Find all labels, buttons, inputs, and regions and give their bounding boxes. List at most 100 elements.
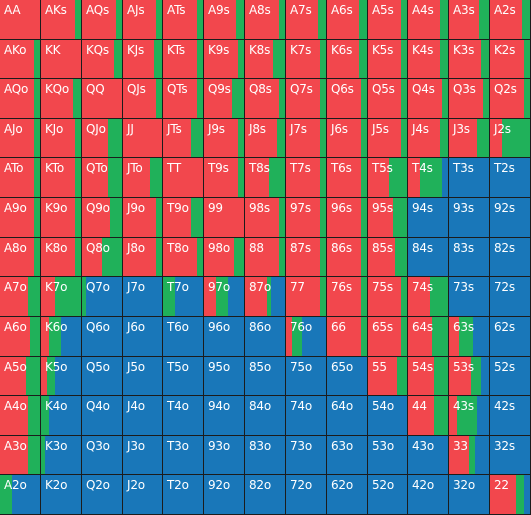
hand-cell-AKo[interactable]: AKo: [0, 40, 40, 78]
hand-cell-T3s[interactable]: T3s: [449, 158, 489, 197]
hand-cell-QQ[interactable]: QQ: [82, 79, 122, 118]
hand-cell-TT[interactable]: TT: [163, 158, 203, 197]
hand-cell-Q9s[interactable]: Q9s: [204, 79, 244, 118]
hand-cell-52o[interactable]: 52o: [368, 475, 407, 514]
hand-cell-J3s[interactable]: J3s: [449, 119, 489, 157]
hand-cell-K2o[interactable]: K2o: [41, 475, 81, 514]
hand-cell-43s[interactable]: 43s: [449, 396, 489, 435]
hand-cell-42s[interactable]: 42s: [490, 396, 530, 435]
hand-cell-65o[interactable]: 65o: [327, 357, 367, 395]
hand-cell-82o[interactable]: 82o: [245, 475, 285, 514]
hand-cell-T7o[interactable]: T7o: [163, 277, 203, 316]
hand-cell-86s[interactable]: 86s: [327, 238, 367, 276]
hand-cell-72o[interactable]: 72o: [286, 475, 326, 514]
hand-cell-KTs[interactable]: KTs: [163, 40, 203, 78]
hand-cell-AQo[interactable]: AQo: [0, 79, 40, 118]
hand-cell-A9s[interactable]: A9s: [204, 0, 244, 39]
hand-cell-84o[interactable]: 84o: [245, 396, 285, 435]
hand-cell-K4s[interactable]: K4s: [408, 40, 448, 78]
hand-cell-A7s[interactable]: A7s: [286, 0, 326, 39]
hand-cell-93s[interactable]: 93s: [449, 198, 489, 237]
hand-cell-J6o[interactable]: J6o: [123, 317, 162, 356]
hand-cell-75s[interactable]: 75s: [368, 277, 407, 316]
hand-cell-KJs[interactable]: KJs: [123, 40, 162, 78]
hand-cell-44[interactable]: 44: [408, 396, 448, 435]
hand-cell-AJo[interactable]: AJo: [0, 119, 40, 157]
hand-cell-76s[interactable]: 76s: [327, 277, 367, 316]
hand-cell-QJs[interactable]: QJs: [123, 79, 162, 118]
hand-cell-66[interactable]: 66: [327, 317, 367, 356]
hand-cell-95o[interactable]: 95o: [204, 357, 244, 395]
hand-cell-T3o[interactable]: T3o: [163, 436, 203, 474]
hand-cell-K5o[interactable]: K5o: [41, 357, 81, 395]
hand-cell-K9s[interactable]: K9s: [204, 40, 244, 78]
hand-cell-J6s[interactable]: J6s: [327, 119, 367, 157]
hand-cell-87o[interactable]: 87o: [245, 277, 285, 316]
hand-cell-AKs[interactable]: AKs: [41, 0, 81, 39]
hand-cell-83o[interactable]: 83o: [245, 436, 285, 474]
hand-cell-AJs[interactable]: AJs: [123, 0, 162, 39]
hand-cell-32s[interactable]: 32s: [490, 436, 530, 474]
hand-cell-T2o[interactable]: T2o: [163, 475, 203, 514]
hand-cell-32o[interactable]: 32o: [449, 475, 489, 514]
hand-cell-K3s[interactable]: K3s: [449, 40, 489, 78]
hand-cell-KQs[interactable]: KQs: [82, 40, 122, 78]
hand-cell-86o[interactable]: 86o: [245, 317, 285, 356]
hand-cell-J2s[interactable]: J2s: [490, 119, 530, 157]
hand-cell-K6o[interactable]: K6o: [41, 317, 81, 356]
hand-cell-KTo[interactable]: KTo: [41, 158, 81, 197]
hand-cell-Q9o[interactable]: Q9o: [82, 198, 122, 237]
hand-cell-K3o[interactable]: K3o: [41, 436, 81, 474]
hand-cell-96s[interactable]: 96s: [327, 198, 367, 237]
hand-cell-94o[interactable]: 94o: [204, 396, 244, 435]
hand-cell-Q5o[interactable]: Q5o: [82, 357, 122, 395]
hand-cell-85o[interactable]: 85o: [245, 357, 285, 395]
hand-cell-Q3s[interactable]: Q3s: [449, 79, 489, 118]
hand-cell-A4o[interactable]: A4o: [0, 396, 40, 435]
hand-cell-98s[interactable]: 98s: [245, 198, 285, 237]
hand-cell-J3o[interactable]: J3o: [123, 436, 162, 474]
hand-cell-Q4o[interactable]: Q4o: [82, 396, 122, 435]
hand-cell-98o[interactable]: 98o: [204, 238, 244, 276]
hand-cell-K9o[interactable]: K9o: [41, 198, 81, 237]
hand-cell-Q7o[interactable]: Q7o: [82, 277, 122, 316]
hand-cell-Q4s[interactable]: Q4s: [408, 79, 448, 118]
hand-cell-J7o[interactable]: J7o: [123, 277, 162, 316]
hand-cell-T4o[interactable]: T4o: [163, 396, 203, 435]
hand-cell-J9s[interactable]: J9s: [204, 119, 244, 157]
hand-cell-T6s[interactable]: T6s: [327, 158, 367, 197]
hand-cell-Q6o[interactable]: Q6o: [82, 317, 122, 356]
hand-cell-K7s[interactable]: K7s: [286, 40, 326, 78]
hand-cell-K7o[interactable]: K7o: [41, 277, 81, 316]
hand-cell-T5s[interactable]: T5s: [368, 158, 407, 197]
hand-cell-J7s[interactable]: J7s: [286, 119, 326, 157]
hand-cell-T9s[interactable]: T9s: [204, 158, 244, 197]
hand-cell-QTo[interactable]: QTo: [82, 158, 122, 197]
hand-cell-73s[interactable]: 73s: [449, 277, 489, 316]
hand-cell-Q3o[interactable]: Q3o: [82, 436, 122, 474]
hand-cell-A8o[interactable]: A8o: [0, 238, 40, 276]
hand-cell-QJo[interactable]: QJo: [82, 119, 122, 157]
hand-cell-T2s[interactable]: T2s: [490, 158, 530, 197]
hand-cell-Q2o[interactable]: Q2o: [82, 475, 122, 514]
hand-cell-63o[interactable]: 63o: [327, 436, 367, 474]
hand-cell-ATs[interactable]: ATs: [163, 0, 203, 39]
hand-cell-J5s[interactable]: J5s: [368, 119, 407, 157]
hand-cell-A4s[interactable]: A4s: [408, 0, 448, 39]
hand-cell-Q8o[interactable]: Q8o: [82, 238, 122, 276]
hand-cell-64s[interactable]: 64s: [408, 317, 448, 356]
hand-cell-74s[interactable]: 74s: [408, 277, 448, 316]
hand-cell-62o[interactable]: 62o: [327, 475, 367, 514]
hand-cell-A7o[interactable]: A7o: [0, 277, 40, 316]
hand-cell-J4s[interactable]: J4s: [408, 119, 448, 157]
hand-cell-AA[interactable]: AA: [0, 0, 40, 39]
hand-cell-KK[interactable]: KK: [41, 40, 81, 78]
hand-cell-88[interactable]: 88: [245, 238, 285, 276]
hand-cell-JJ[interactable]: JJ: [123, 119, 162, 157]
hand-cell-JTs[interactable]: JTs: [163, 119, 203, 157]
hand-cell-96o[interactable]: 96o: [204, 317, 244, 356]
hand-cell-97s[interactable]: 97s: [286, 198, 326, 237]
hand-cell-53s[interactable]: 53s: [449, 357, 489, 395]
hand-cell-T5o[interactable]: T5o: [163, 357, 203, 395]
hand-cell-74o[interactable]: 74o: [286, 396, 326, 435]
